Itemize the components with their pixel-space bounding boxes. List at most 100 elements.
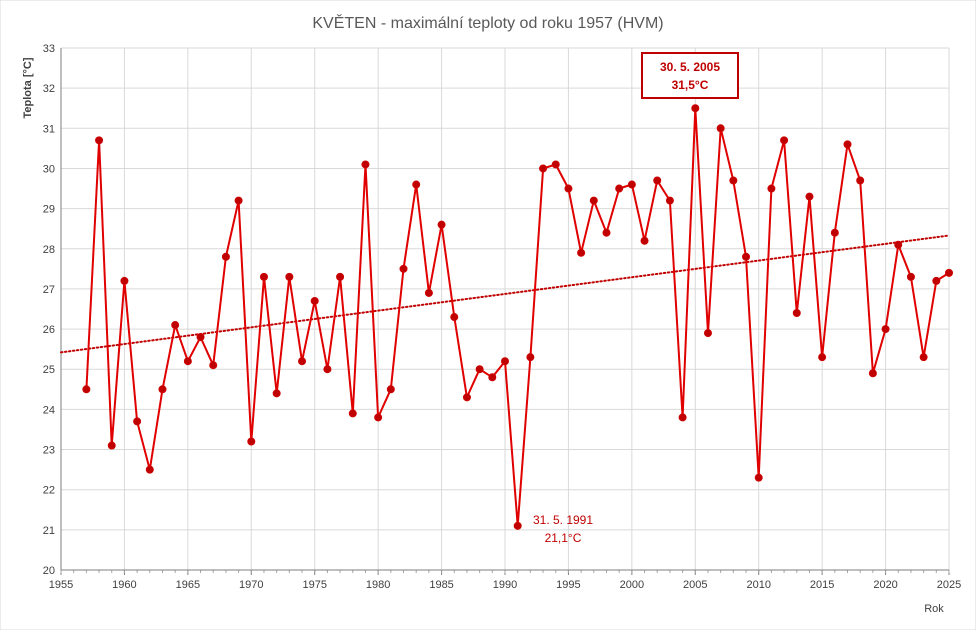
data-point	[513, 521, 522, 530]
y-tick-label: 33	[43, 43, 55, 55]
data-point	[310, 296, 319, 305]
data-point	[767, 184, 776, 193]
data-point	[653, 176, 662, 185]
y-tick-label: 20	[43, 565, 55, 577]
data-point	[107, 441, 116, 450]
data-point	[818, 353, 827, 362]
data-point	[247, 437, 256, 446]
data-point	[234, 196, 243, 205]
data-point	[564, 184, 573, 193]
data-point	[894, 240, 903, 249]
y-tick-label: 32	[43, 83, 55, 95]
y-tick-label: 29	[43, 204, 55, 216]
x-tick-label: 1960	[112, 579, 136, 591]
data-point	[145, 465, 154, 474]
x-tick-label: 1975	[302, 579, 326, 591]
data-point	[171, 321, 180, 330]
max-annotation-value: 31,5°C	[672, 78, 709, 92]
data-point	[361, 160, 370, 169]
data-point	[183, 357, 192, 366]
series-layer	[82, 104, 954, 530]
trend-layer	[60, 234, 950, 354]
x-tick-label: 1990	[493, 579, 517, 591]
data-point	[196, 333, 205, 342]
chart-title: KVĚTEN - maximální teploty od roku 1957 …	[312, 13, 663, 32]
data-point	[716, 124, 725, 133]
max-annotation-box	[641, 52, 739, 99]
axes: 20 21 22 23 24 25 26 27 28 29 30 31 32 33 1955 1960 1965…	[43, 43, 961, 591]
min-annotation-value: 21,1°C	[545, 531, 582, 545]
trend-line	[60, 234, 950, 354]
data-point	[665, 196, 674, 205]
x-tick-label: 2020	[873, 579, 897, 591]
data-point	[526, 353, 535, 362]
y-tick-label: 24	[43, 404, 55, 416]
data-point	[259, 272, 268, 281]
y-tick-label: 23	[43, 445, 55, 457]
max-annotation-date: 30. 5. 2005	[660, 60, 720, 74]
x-tick-label: 1980	[366, 579, 390, 591]
data-point	[450, 313, 459, 322]
data-point	[615, 184, 624, 193]
data-point	[589, 196, 598, 205]
data-point	[462, 393, 471, 402]
data-point	[158, 385, 167, 394]
y-tick-label: 22	[43, 485, 55, 497]
data-point	[932, 276, 941, 285]
y-tick-label: 30	[43, 163, 55, 175]
data-point	[500, 357, 509, 366]
x-tick-label: 1985	[429, 579, 453, 591]
data-point	[374, 413, 383, 422]
y-tick-label: 27	[43, 284, 55, 296]
x-tick-label: 1970	[239, 579, 263, 591]
data-point	[488, 373, 497, 382]
data-point	[298, 357, 307, 366]
data-point	[209, 361, 218, 370]
data-point	[551, 160, 560, 169]
x-tick-label: 1995	[556, 579, 580, 591]
data-point	[945, 268, 954, 277]
data-point	[82, 385, 91, 394]
y-tick-label: 21	[43, 525, 55, 537]
data-point	[272, 389, 281, 398]
x-axis-title: Rok	[924, 603, 944, 615]
data-point	[830, 228, 839, 237]
x-tick-label: 1965	[176, 579, 200, 591]
data-point	[780, 136, 789, 145]
y-tick-label: 28	[43, 244, 55, 256]
data-point	[95, 136, 104, 145]
data-point	[754, 473, 763, 482]
data-point	[399, 264, 408, 273]
data-point	[386, 385, 395, 394]
data-point	[221, 252, 230, 261]
data-point	[133, 417, 142, 426]
data-point	[323, 365, 332, 374]
data-point	[691, 104, 700, 113]
x-tick-label: 2015	[810, 579, 834, 591]
y-tick-label: 26	[43, 324, 55, 336]
data-point	[285, 272, 294, 281]
data-point	[348, 409, 357, 418]
data-point	[805, 192, 814, 201]
data-point	[742, 252, 751, 261]
x-tick-label: 2025	[937, 579, 961, 591]
data-point	[437, 220, 446, 229]
data-point	[856, 176, 865, 185]
data-point	[792, 309, 801, 318]
data-point	[640, 236, 649, 245]
data-point	[906, 272, 915, 281]
x-tick-label: 2005	[683, 579, 707, 591]
data-point	[424, 288, 433, 297]
data-point	[843, 140, 852, 149]
annotation-layer: 30. 5. 2005 31,5°C 31. 5. 1991 21,1°C	[533, 52, 739, 545]
y-tick-label: 31	[43, 123, 55, 135]
data-point	[919, 353, 928, 362]
data-point	[703, 329, 712, 338]
x-tick-label: 2010	[746, 579, 770, 591]
data-point	[120, 276, 129, 285]
data-point	[729, 176, 738, 185]
data-point	[577, 248, 586, 257]
data-point	[475, 365, 484, 374]
